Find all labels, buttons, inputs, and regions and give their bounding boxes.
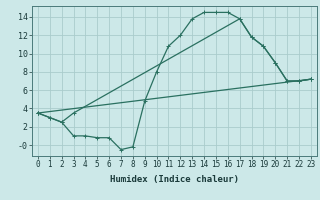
X-axis label: Humidex (Indice chaleur): Humidex (Indice chaleur): [110, 175, 239, 184]
